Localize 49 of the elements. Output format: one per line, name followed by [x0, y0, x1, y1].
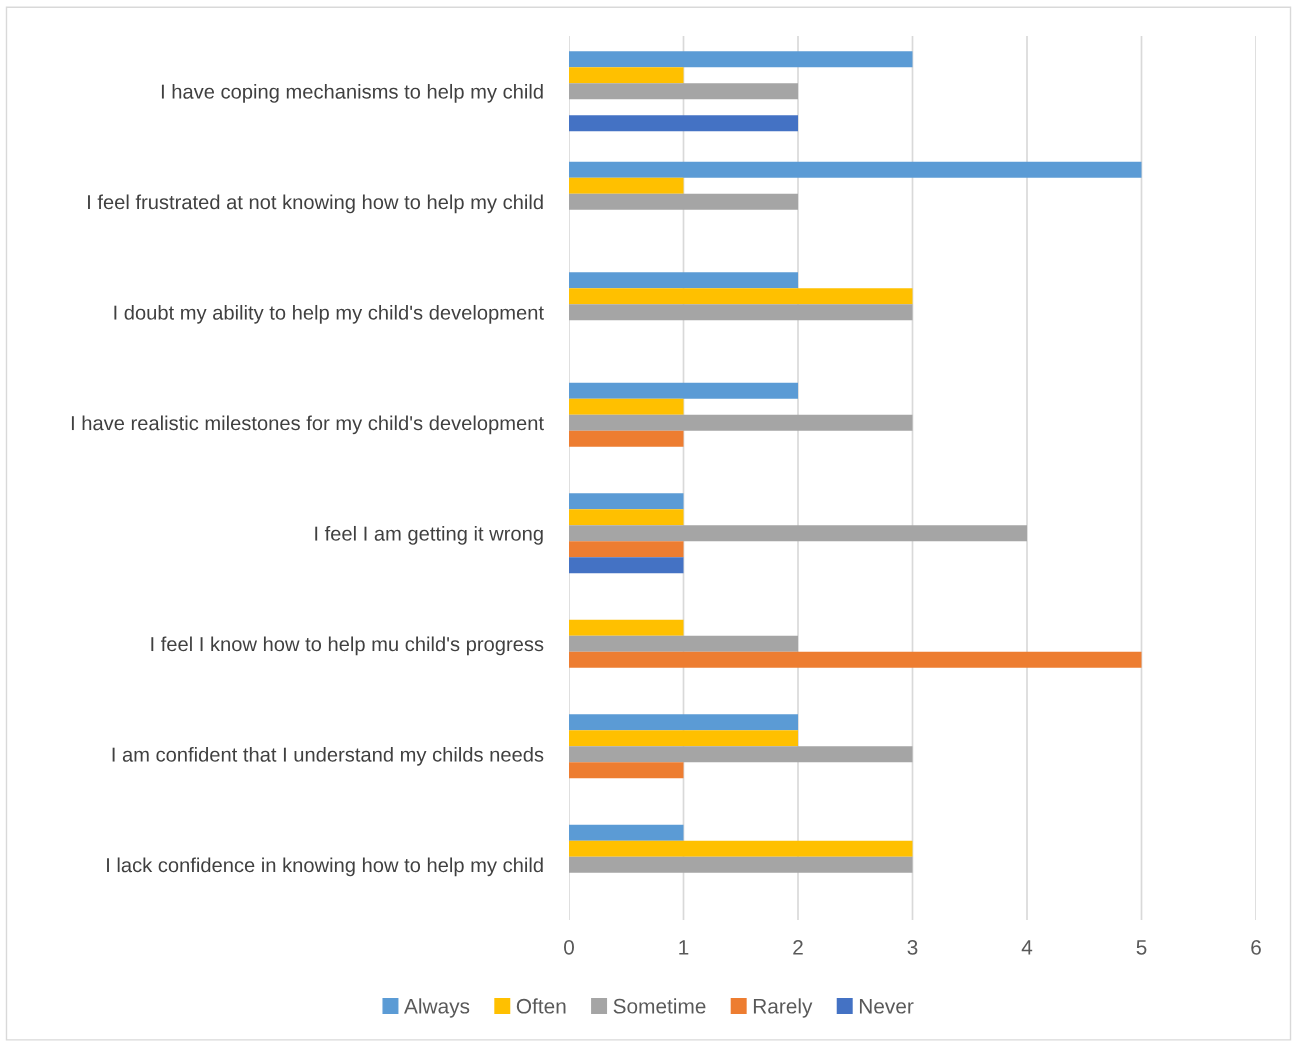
legend-label: Always [404, 998, 470, 1018]
bar [569, 177, 684, 194]
legend-label: Often [516, 998, 566, 1014]
bar [569, 824, 684, 841]
x-tick-label: 1 [679, 940, 689, 955]
bar [569, 493, 684, 510]
bar [569, 414, 913, 431]
bar [569, 161, 1142, 178]
bar [569, 746, 913, 763]
y-tick-label: I doubt my ability to help my child's development [114, 304, 544, 324]
y-tick-label: I have realistic milestones for my child's development [71, 415, 544, 435]
y-tick-label: I feel I know how to help mu child's progress [151, 636, 544, 656]
bar [569, 557, 684, 574]
bar [569, 67, 684, 84]
legend-label: Never [859, 999, 914, 1014]
bar [569, 509, 684, 526]
bar [569, 635, 798, 652]
bar [569, 541, 684, 558]
y-tick-label: I have coping mechanisms to help my child [161, 83, 543, 103]
bar [569, 430, 684, 447]
x-tick-label: 0 [564, 939, 574, 955]
x-tick-label: 3 [907, 939, 918, 955]
bar [569, 856, 913, 873]
y-tick-label: I lack confidence in knowing how to help my child [107, 857, 543, 877]
x-tick-label: 6 [1251, 939, 1261, 955]
legend-label: Rarely [753, 998, 813, 1018]
bar [569, 525, 1027, 542]
bar [569, 304, 913, 321]
y-tick-label: I feel I am getting it wrong [315, 525, 543, 545]
bar [569, 730, 798, 747]
bar [569, 619, 684, 636]
bar [569, 651, 1142, 668]
bar [569, 193, 798, 210]
bar [569, 398, 684, 415]
x-tick-label: 4 [1021, 940, 1033, 955]
bar [569, 83, 798, 100]
x-tick-label: 2 [793, 939, 803, 955]
bar [569, 714, 798, 731]
y-tick-label: I am confident that I understand my childs needs [112, 746, 544, 766]
bar [569, 382, 798, 399]
bar [569, 272, 798, 289]
bar [569, 762, 684, 779]
y-tick-label: I feel frustrated at not knowing how to help my child [88, 194, 543, 214]
legend-label: Sometime [613, 998, 706, 1014]
bar [569, 288, 913, 305]
bar [569, 115, 798, 132]
bar [569, 840, 913, 857]
bar [569, 51, 913, 68]
x-tick-label: 5 [1136, 940, 1147, 955]
